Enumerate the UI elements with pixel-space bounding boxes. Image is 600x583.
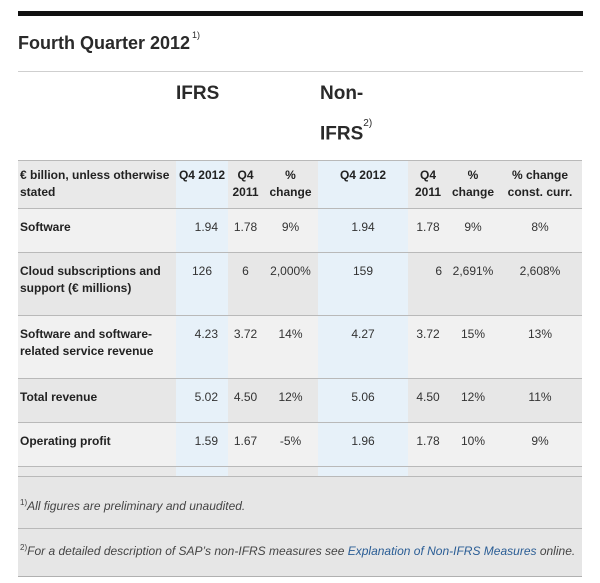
table-row: Software and software-related service re… bbox=[18, 315, 582, 379]
header-label: € billion, unless otherwise stated bbox=[18, 160, 176, 209]
cell-ifrs-q4-2012: 1.59 bbox=[176, 422, 228, 467]
header-ifrs-q4-2012: Q4 2012 bbox=[176, 160, 228, 209]
cell-non-const: 11% bbox=[498, 378, 582, 423]
footnote-2-text-after: online. bbox=[536, 544, 576, 558]
title-footnote-ref: 1) bbox=[192, 30, 201, 40]
group-heading-non-ifrs: Non- IFRS2) bbox=[320, 76, 372, 152]
cell-non-q4-2011: 1.78 bbox=[408, 422, 448, 467]
cell-ifrs-pct: 9% bbox=[263, 208, 318, 253]
cell-non-const: 8% bbox=[498, 208, 582, 253]
table-header-row: € billion, unless otherwise stated Q4 20… bbox=[18, 160, 582, 209]
cell-non-q4-2012: 1.94 bbox=[318, 208, 408, 253]
cell-ifrs-q4-2012: 1.94 bbox=[176, 208, 228, 253]
footnote-1-text: All figures are preliminary and unaudite… bbox=[27, 499, 246, 513]
cell-ifrs-q4-2012: 4.23 bbox=[176, 315, 228, 379]
title-divider bbox=[18, 71, 583, 72]
cell-non-pct: 2,691% bbox=[448, 252, 498, 316]
footnote-2: 2)For a detailed description of SAP’s no… bbox=[18, 528, 582, 577]
page-title: Fourth Quarter 2012 1) bbox=[18, 30, 201, 54]
row-label: Total revenue bbox=[18, 378, 176, 423]
header-ifrs-q4-2011: Q4 2011 bbox=[228, 160, 263, 209]
cell-ifrs-pct: -5% bbox=[263, 422, 318, 467]
group-heading-ifrs: IFRS bbox=[176, 83, 220, 104]
header-non-ifrs-pct-change: % change bbox=[448, 160, 498, 209]
cell-non-q4-2011: 3.72 bbox=[408, 315, 448, 379]
non-ifrs-line2: IFRS bbox=[320, 123, 364, 145]
cell-ifrs-pct: 14% bbox=[263, 315, 318, 379]
footnote-1-ref: 1) bbox=[20, 498, 28, 507]
title-text: Fourth Quarter 2012 bbox=[18, 33, 191, 53]
top-rule bbox=[18, 11, 583, 16]
cell-ifrs-q4-2011: 4.50 bbox=[228, 378, 263, 423]
cell-non-const: 2,608% bbox=[498, 252, 582, 316]
table-row: Total revenue 5.02 4.50 12% 5.06 4.50 12… bbox=[18, 378, 582, 423]
cell-non-q4-2012: 5.06 bbox=[318, 378, 408, 423]
cell-non-q4-2012: 159 bbox=[318, 252, 408, 316]
header-non-ifrs-const-curr: % change const. curr. bbox=[498, 160, 582, 209]
results-table: € billion, unless otherwise stated Q4 20… bbox=[18, 160, 582, 510]
non-ifrs-explanation-link[interactable]: Explanation of Non-IFRS Measures bbox=[347, 544, 537, 558]
row-label: Cloud subscriptions and support (€ milli… bbox=[18, 252, 176, 316]
cell-ifrs-q4-2011: 6 bbox=[228, 252, 263, 316]
cell-non-pct: 15% bbox=[448, 315, 498, 379]
cell-ifrs-q4-2012: 126 bbox=[176, 252, 228, 316]
cell-non-const: 9% bbox=[498, 422, 582, 467]
cell-non-q4-2011: 1.78 bbox=[408, 208, 448, 253]
non-ifrs-line1: Non- bbox=[320, 83, 364, 104]
cell-non-q4-2012: 4.27 bbox=[318, 315, 408, 379]
header-ifrs-pct-change: % change bbox=[263, 160, 318, 209]
non-ifrs-footnote-ref: 2) bbox=[363, 118, 373, 129]
header-non-ifrs-q4-2011: Q4 2011 bbox=[408, 160, 448, 209]
footnote-1: 1)All figures are preliminary and unaudi… bbox=[18, 476, 582, 528]
footnote-2-text: For a detailed description of SAP’s non-… bbox=[27, 544, 348, 558]
cell-non-q4-2012: 1.96 bbox=[318, 422, 408, 467]
cell-ifrs-q4-2011: 1.78 bbox=[228, 208, 263, 253]
row-label: Operating profit bbox=[18, 422, 176, 467]
cell-non-const: 13% bbox=[498, 315, 582, 379]
cell-ifrs-q4-2012: 5.02 bbox=[176, 378, 228, 423]
cell-ifrs-pct: 12% bbox=[263, 378, 318, 423]
cell-non-pct: 12% bbox=[448, 378, 498, 423]
table-row: Operating profit 1.59 1.67 -5% 1.96 1.78… bbox=[18, 422, 582, 467]
row-label: Software bbox=[18, 208, 176, 253]
cell-ifrs-q4-2011: 3.72 bbox=[228, 315, 263, 379]
cell-ifrs-pct: 2,000% bbox=[263, 252, 318, 316]
footnote-2-ref: 2) bbox=[20, 543, 28, 552]
cell-non-pct: 10% bbox=[448, 422, 498, 467]
cell-ifrs-q4-2011: 1.67 bbox=[228, 422, 263, 467]
cell-non-q4-2011: 6 bbox=[408, 252, 448, 316]
table-row: Software 1.94 1.78 9% 1.94 1.78 9% 8% bbox=[18, 208, 582, 253]
cell-non-pct: 9% bbox=[448, 208, 498, 253]
row-label: Software and software-related service re… bbox=[18, 315, 176, 379]
header-non-ifrs-q4-2012: Q4 2012 bbox=[318, 160, 408, 209]
table-row: Cloud subscriptions and support (€ milli… bbox=[18, 252, 582, 316]
cell-non-q4-2011: 4.50 bbox=[408, 378, 448, 423]
